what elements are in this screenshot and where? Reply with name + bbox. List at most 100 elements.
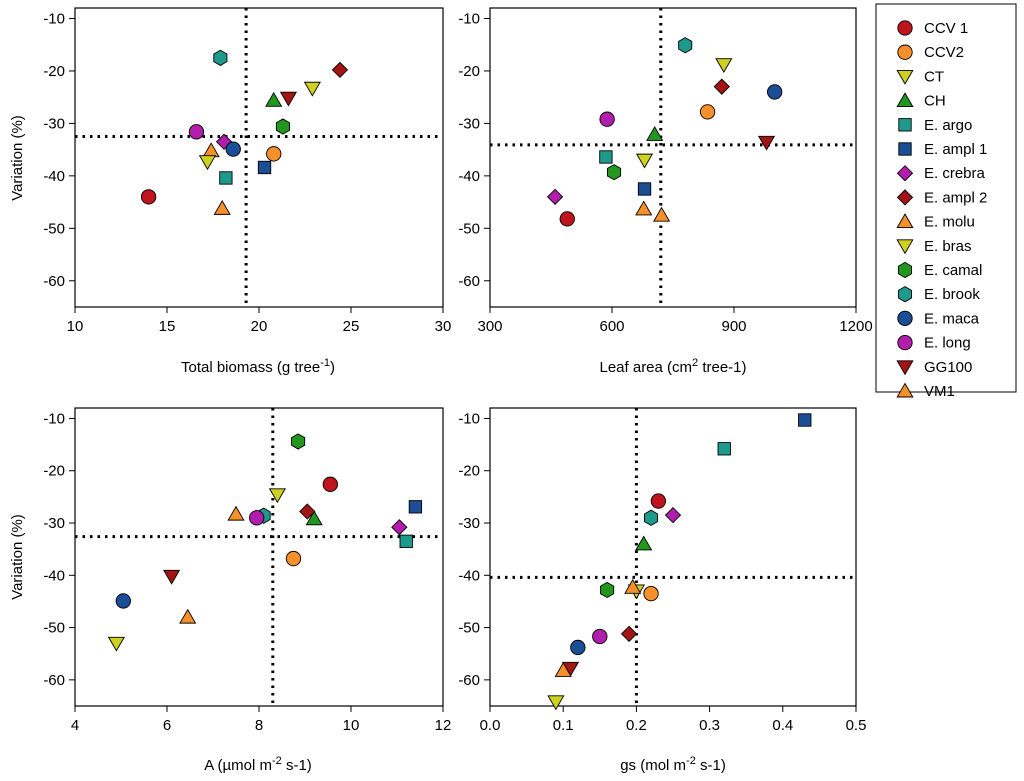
- legend-item-gg100: GG100: [896, 359, 972, 376]
- point-e-argo: [219, 171, 233, 185]
- x-tick-label: 0.1: [553, 717, 574, 734]
- x-tick-label: 0.0: [480, 717, 501, 734]
- y-tick-label: -50: [43, 220, 65, 237]
- x-tick-label: 25: [343, 318, 360, 335]
- point-e-long: [592, 628, 608, 645]
- legend-marker-e-ampl-1: [898, 142, 912, 156]
- legend-marker-gg100: [896, 360, 914, 376]
- legend-item-e-argo: E. argo: [898, 117, 972, 134]
- point-ccv-1: [559, 211, 575, 227]
- legend-label: E. bras: [924, 238, 972, 255]
- point-e-camal: [600, 581, 615, 599]
- legend: CCV 1 CCV2 CT CH E. argo E. ampl 1 E. crebra E.…: [875, 3, 1017, 400]
- x-axis-label: A (µmol m-2 s-1): [204, 755, 312, 774]
- plot-frame: [74, 407, 444, 707]
- point-ct: [268, 488, 286, 504]
- y-tick-label: -10: [43, 410, 65, 427]
- point-e-brook: [678, 37, 693, 54]
- plot-frame: [489, 407, 857, 707]
- plot-frame: [489, 7, 857, 308]
- x-tick-label: 900: [721, 318, 746, 335]
- point-e-camal: [607, 164, 622, 181]
- y-tick-label: -60: [43, 273, 65, 290]
- legend-item-e-bras: E. bras: [896, 238, 972, 255]
- x-tick-label: 4: [71, 717, 79, 734]
- point-e-maca: [115, 593, 131, 609]
- x-tick-label: 600: [599, 318, 624, 335]
- y-tick-label: -50: [43, 620, 65, 637]
- x-tick-label: 1200: [839, 318, 872, 335]
- y-tick-label: -60: [43, 672, 65, 689]
- x-tick-label: 12: [435, 717, 452, 734]
- legend-label: CT: [924, 68, 944, 85]
- y-tick-label: -30: [458, 115, 480, 132]
- legend-label: CH: [924, 93, 946, 110]
- point-e-brook: [213, 49, 228, 66]
- point-e-ampl-2: [620, 625, 638, 642]
- point-vm1: [179, 608, 197, 624]
- panel-stomatal-conductance: 0.0 0.1 0.2 0.3 0.4 0.5 -10 -20 -30 -40 -50 -60 gs …: [458, 407, 866, 774]
- reference-lines: [75, 408, 443, 706]
- point-vm1: [213, 199, 231, 215]
- data-points: [140, 49, 349, 215]
- data-points: [546, 37, 783, 227]
- y-tick-label: -10: [458, 10, 480, 27]
- point-e-ampl-2: [713, 78, 730, 95]
- x-tick-label: 0.5: [846, 717, 867, 734]
- point-ch: [305, 510, 323, 526]
- x-tick-label: 0.2: [626, 717, 647, 734]
- point-e-long: [249, 510, 265, 526]
- point-e-bras: [198, 155, 217, 171]
- point-ch: [635, 535, 653, 551]
- point-ccv2: [699, 104, 716, 120]
- legend-marker-e-ampl-2: [896, 189, 914, 206]
- y-tick-label: -20: [458, 463, 480, 480]
- legend-marker-ct: [896, 69, 914, 85]
- y-tick-label: -50: [458, 620, 480, 637]
- point-e-argo: [599, 150, 613, 164]
- data-points: [107, 433, 423, 652]
- legend-marker-ccv2: [897, 44, 913, 60]
- legend-label: GG100: [924, 359, 972, 376]
- reference-lines: [490, 8, 856, 307]
- x-tick-label: 8: [255, 717, 263, 734]
- point-vm1: [554, 662, 572, 677]
- legend-item-ccv-1: CCV 1: [897, 20, 968, 37]
- legend-marker-e-brook: [897, 286, 913, 303]
- axis-ticks: 300 600 900 1200 -10 -20 -30 -40 -50 -60: [458, 10, 872, 335]
- point-e-crebra: [664, 507, 682, 524]
- y-tick-label: -20: [43, 63, 65, 80]
- point-e-bras: [107, 636, 125, 652]
- legend-marker-e-molu: [896, 213, 914, 229]
- x-axis-label: gs (mol m-2 s-1): [620, 755, 726, 774]
- y-tick-label: -30: [458, 515, 480, 532]
- x-tick-label: 10: [343, 717, 360, 734]
- y-tick-label: -60: [458, 672, 480, 689]
- axis-ticks: 10 15 20 25 30 -10 -20 -30 -40 -50 -60: [43, 10, 451, 335]
- axis-ticks: 0.0 0.1 0.2 0.3 0.4 0.5 -10 -20 -30 -40 -50 -60: [458, 410, 866, 734]
- x-tick-label: 6: [163, 717, 171, 734]
- panel-total-biomass: 10 15 20 25 30 -10 -20 -30 -40 -50 -60 Total bioma…: [9, 7, 451, 376]
- point-ccv-1: [322, 476, 338, 492]
- legend-item-e-crebra: E. crebra: [896, 165, 986, 182]
- data-points: [547, 413, 812, 711]
- y-tick-label: -30: [43, 115, 65, 132]
- legend-label: E. ampl 2: [924, 189, 987, 206]
- point-e-molu: [227, 505, 245, 521]
- point-ct: [303, 81, 321, 97]
- point-e-argo: [717, 442, 731, 456]
- axis-ticks: 4 6 8 10 12 -10 -20 -30 -40 -50 -60: [43, 410, 451, 734]
- x-tick-label: 300: [477, 318, 502, 335]
- point-e-ampl-2: [299, 503, 316, 520]
- legend-label: CCV2: [924, 44, 964, 61]
- legend-marker-e-crebra: [896, 165, 914, 182]
- legend-marker-e-argo: [898, 118, 912, 132]
- point-e-bras: [547, 695, 565, 711]
- point-e-molu: [202, 142, 220, 158]
- plot-frame: [74, 7, 444, 308]
- point-e-ampl-1: [637, 182, 652, 196]
- legend-marker-vm1: [896, 382, 914, 398]
- x-axis-label: Leaf area (cm2 tree-1): [599, 357, 746, 376]
- x-tick-label: 20: [251, 318, 268, 335]
